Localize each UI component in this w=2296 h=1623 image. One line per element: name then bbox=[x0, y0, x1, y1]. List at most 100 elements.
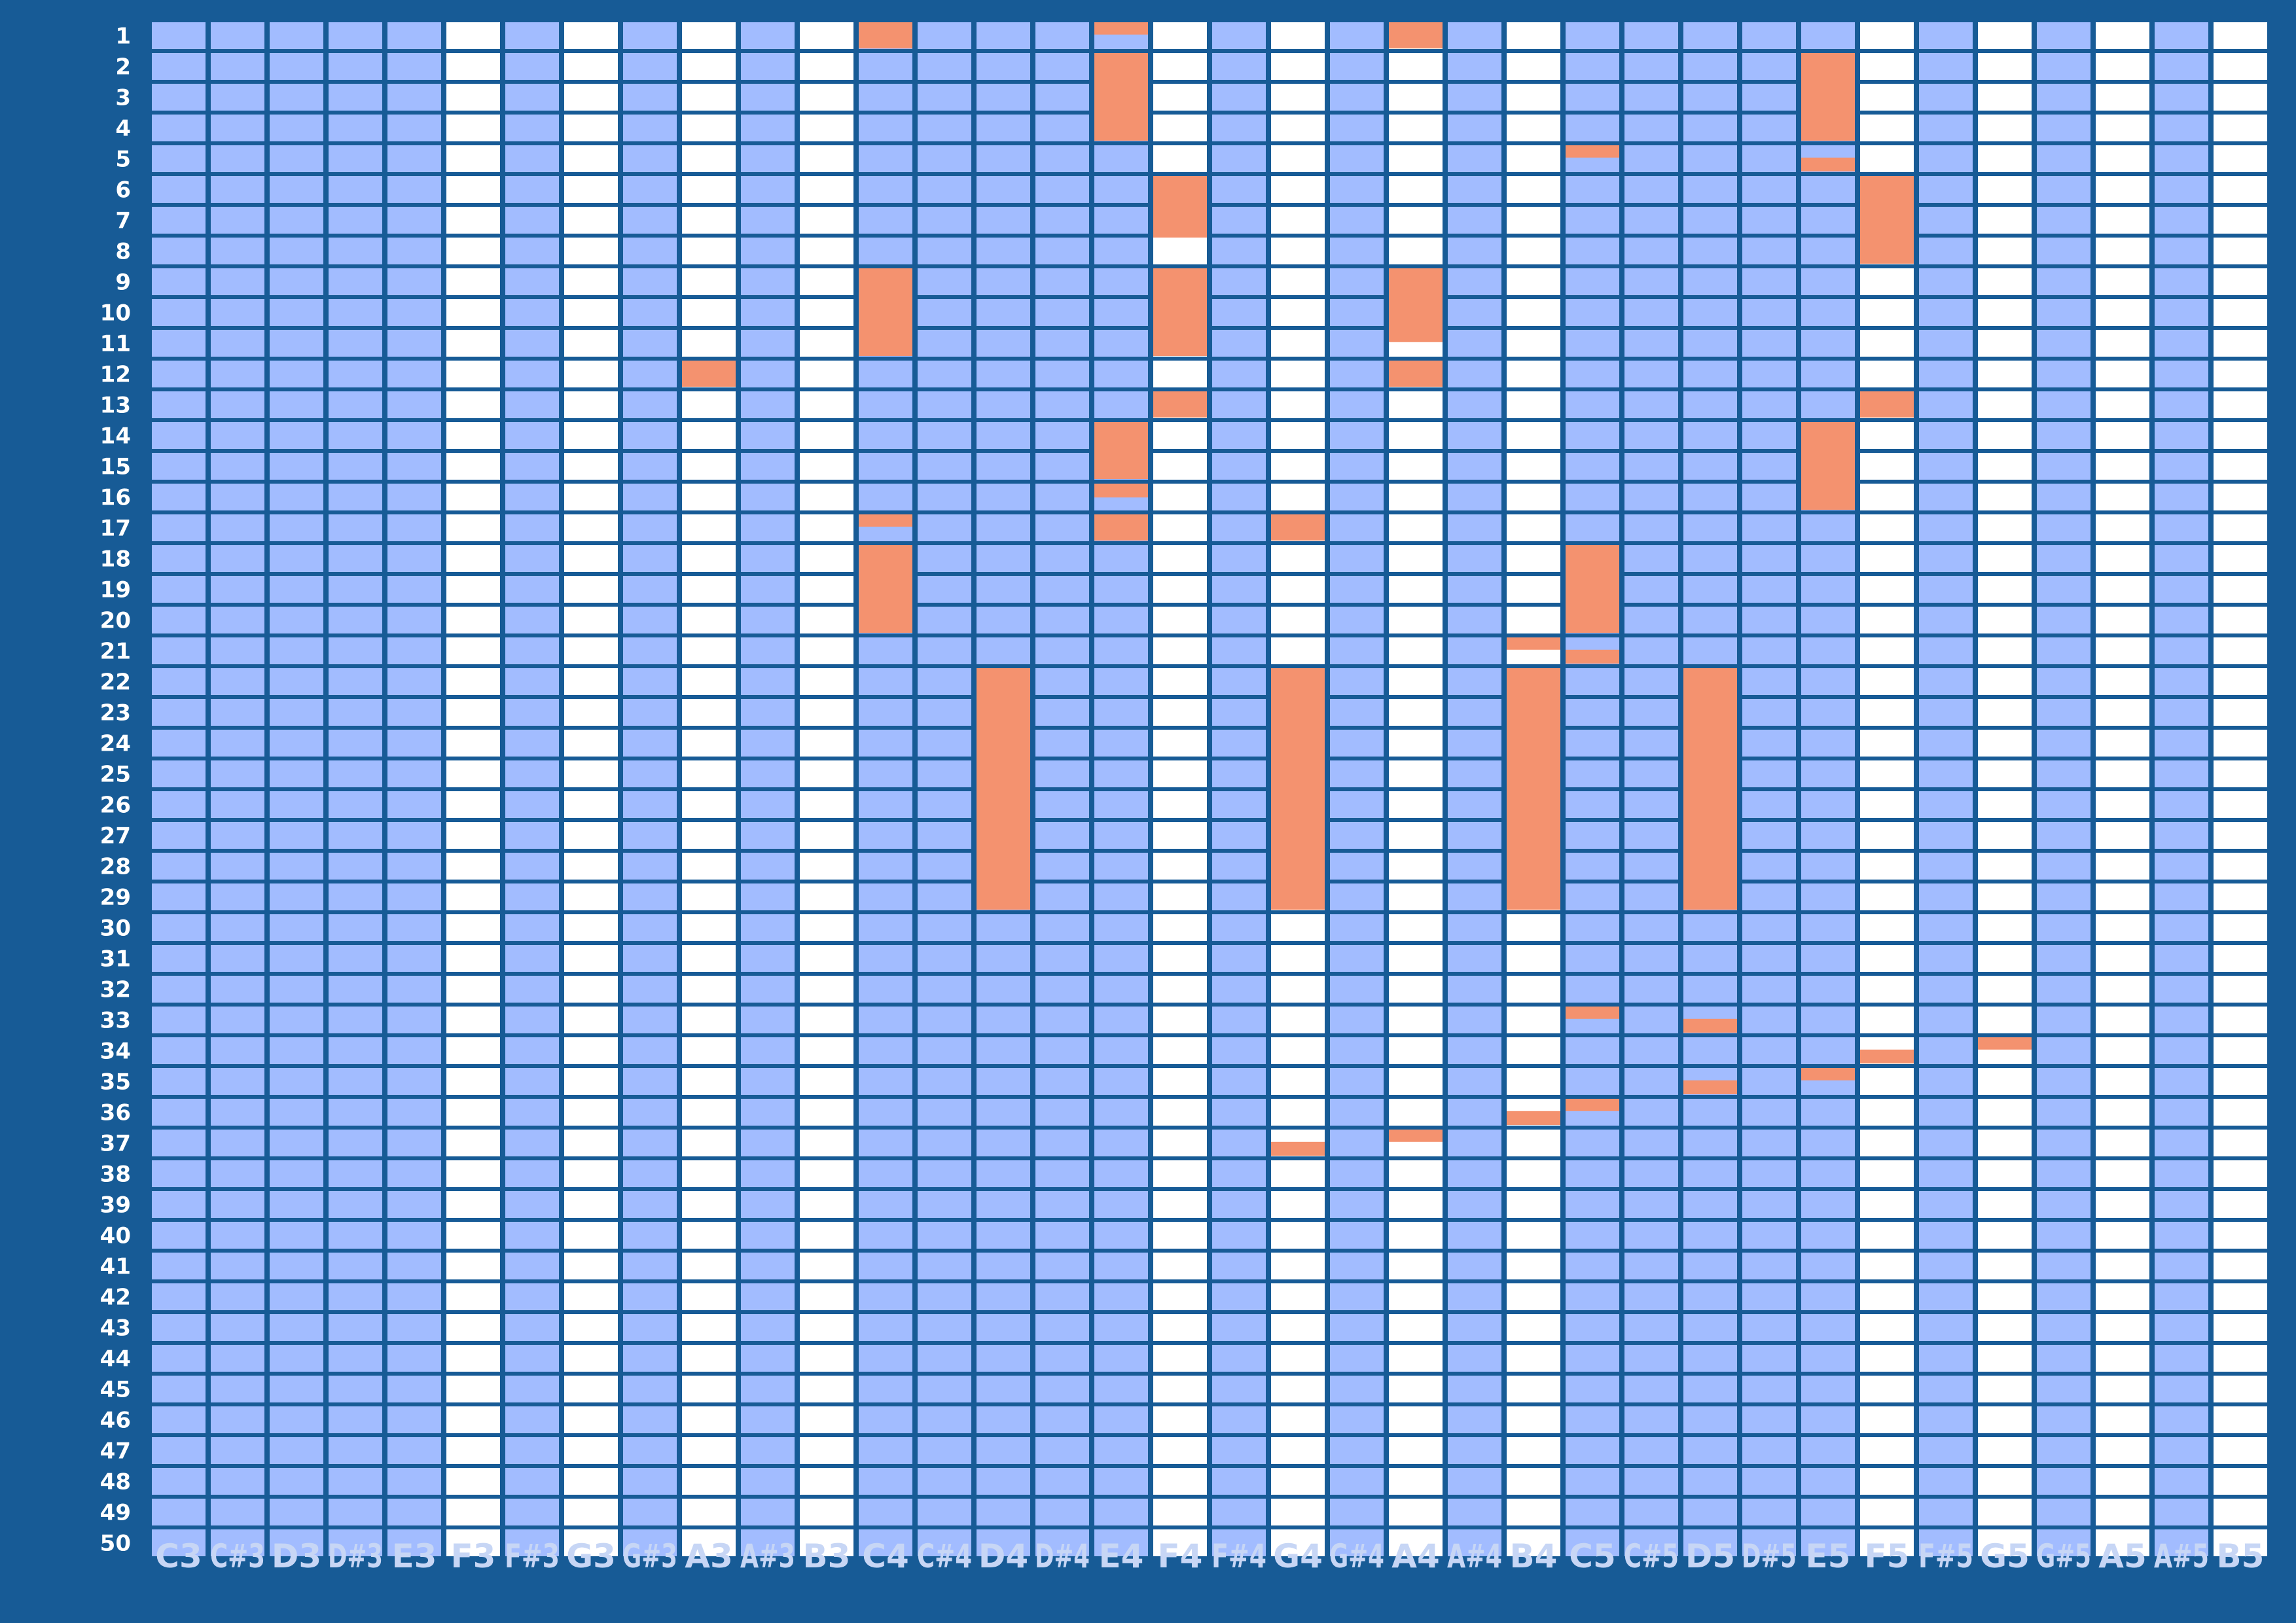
grid-cell bbox=[918, 822, 971, 849]
grid-cell bbox=[1978, 484, 2032, 510]
grid-cell bbox=[2096, 607, 2149, 633]
grid-cell bbox=[918, 1345, 971, 1372]
grid-cell bbox=[741, 1037, 795, 1064]
grid-cell bbox=[1742, 668, 1796, 695]
grid-cell bbox=[270, 1037, 323, 1064]
grid-cell bbox=[446, 1499, 500, 1525]
grid-cell bbox=[977, 1160, 1030, 1187]
grid-cell bbox=[1035, 1529, 1089, 1556]
grid-cell bbox=[918, 1099, 971, 1126]
grid-cell bbox=[1330, 1283, 1384, 1310]
grid-cell bbox=[211, 453, 264, 480]
grid-cell bbox=[1389, 1253, 1443, 1279]
column-label: F5 bbox=[1865, 1537, 1910, 1575]
grid-cell bbox=[1094, 668, 1148, 695]
row-label: 26 bbox=[100, 793, 131, 819]
grid-cell bbox=[1035, 730, 1089, 757]
grid-cell bbox=[1919, 576, 1973, 603]
grid-cell bbox=[2037, 1068, 2090, 1095]
grid-cell bbox=[1624, 883, 1678, 910]
grid-cell bbox=[564, 760, 618, 787]
grid-cell bbox=[1212, 1376, 1266, 1402]
grid-cell bbox=[623, 53, 677, 80]
grid-cell bbox=[1448, 22, 1501, 49]
grid-cell bbox=[1624, 853, 1678, 880]
grid-cell bbox=[387, 22, 441, 49]
grid-cell bbox=[2096, 391, 2149, 418]
grid-cell bbox=[682, 730, 736, 757]
grid-cell bbox=[2037, 791, 2090, 818]
grid-cell bbox=[1330, 1376, 1384, 1402]
grid-cell bbox=[152, 607, 206, 633]
grid-cell bbox=[2096, 1499, 2149, 1525]
grid-cell bbox=[387, 1529, 441, 1556]
grid-cell bbox=[446, 791, 500, 818]
grid-cell bbox=[1860, 1529, 1914, 1556]
grid-cell bbox=[623, 545, 677, 572]
grid-cell bbox=[564, 914, 618, 941]
grid-cell bbox=[1742, 1499, 1796, 1525]
grid-cell bbox=[211, 668, 264, 695]
grid-cell bbox=[918, 791, 971, 818]
grid-cell bbox=[1919, 1160, 1973, 1187]
grid-cell bbox=[1742, 1314, 1796, 1341]
grid-cell bbox=[1389, 1499, 1443, 1525]
grid-cell bbox=[1448, 1068, 1501, 1095]
grid-cell bbox=[1860, 791, 1914, 818]
grid-cell bbox=[1801, 330, 1855, 357]
grid-cell bbox=[1978, 1007, 2032, 1033]
grid-cell bbox=[1448, 945, 1501, 972]
note-bar-a4 bbox=[1389, 22, 1443, 48]
grid-cell bbox=[1212, 853, 1266, 880]
grid-cell bbox=[270, 422, 323, 449]
row-label: 15 bbox=[100, 454, 131, 480]
grid-cell bbox=[329, 453, 382, 480]
grid-cell bbox=[741, 1283, 795, 1310]
grid-cell bbox=[1742, 1099, 1796, 1126]
grid-cell bbox=[1507, 1191, 1560, 1218]
grid-cell bbox=[564, 545, 618, 572]
grid-cell bbox=[270, 268, 323, 295]
grid-cell bbox=[800, 945, 853, 972]
grid-cell bbox=[1389, 422, 1443, 449]
grid-cell bbox=[1153, 84, 1207, 111]
grid-cell bbox=[859, 699, 912, 726]
grid-cell bbox=[2096, 1191, 2149, 1218]
grid-cell bbox=[1919, 1222, 1973, 1249]
grid-cell bbox=[977, 1437, 1030, 1464]
grid-cell bbox=[623, 207, 677, 234]
grid-cell bbox=[564, 361, 618, 387]
grid-cell bbox=[1919, 1345, 1973, 1372]
grid-cell bbox=[446, 238, 500, 264]
grid-cell bbox=[1860, 1068, 1914, 1095]
grid-cell bbox=[505, 1468, 559, 1495]
grid-cell bbox=[1448, 484, 1501, 510]
grid-cell bbox=[446, 1222, 500, 1249]
grid-cell bbox=[1330, 637, 1384, 664]
grid-cell bbox=[859, 207, 912, 234]
grid-cell bbox=[329, 1222, 382, 1249]
grid-cell bbox=[1212, 637, 1266, 664]
grid-cell bbox=[1330, 1160, 1384, 1187]
grid-cell bbox=[329, 945, 382, 972]
grid-cell bbox=[1624, 176, 1678, 203]
grid-cell bbox=[1683, 330, 1737, 357]
grid-cell bbox=[505, 1437, 559, 1464]
grid-cell bbox=[1801, 1376, 1855, 1402]
grid-cell bbox=[1860, 945, 1914, 972]
grid-cell bbox=[1035, 1314, 1089, 1341]
grid-cell bbox=[977, 1253, 1030, 1279]
grid-cell bbox=[623, 361, 677, 387]
grid-cell bbox=[1860, 484, 1914, 510]
grid-cell bbox=[1919, 1283, 1973, 1310]
grid-cell bbox=[1507, 1314, 1560, 1341]
grid-cell bbox=[2214, 576, 2267, 603]
grid-cell bbox=[152, 976, 206, 1003]
grid-cell bbox=[2214, 1037, 2267, 1064]
column-label: A5 bbox=[2098, 1537, 2147, 1575]
grid-cell bbox=[1094, 607, 1148, 633]
grid-cell bbox=[800, 238, 853, 264]
grid-cell bbox=[329, 1068, 382, 1095]
grid-cell bbox=[446, 699, 500, 726]
grid-cell bbox=[1860, 1468, 1914, 1495]
